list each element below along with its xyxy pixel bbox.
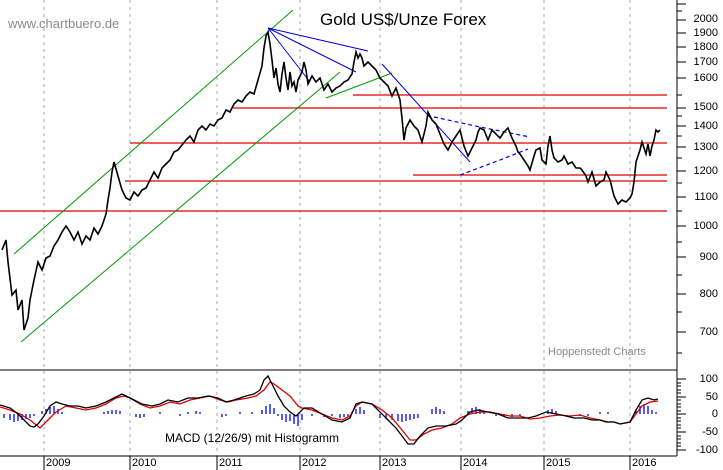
macd-label: MACD (12/26/9) mit Histogramm — [165, 431, 340, 445]
price-tick-label: 1800 — [693, 41, 718, 53]
support-resistance-lines — [0, 94, 667, 212]
year-gridlines — [43, 0, 631, 456]
year-label: 2015 — [546, 457, 571, 469]
year-label: 2011 — [219, 457, 243, 469]
price-tick-label: 2000 — [693, 13, 718, 25]
macd-signal-line — [0, 381, 659, 441]
price-tick-label: 1000 — [693, 220, 718, 232]
price-tick-label: 800 — [699, 288, 718, 300]
price-tick-label: 1700 — [693, 56, 718, 68]
price-line — [1, 29, 661, 331]
year-label: 2016 — [632, 457, 657, 469]
macd-tick-label: 50 — [705, 391, 718, 403]
price-tick-label: 1500 — [693, 101, 718, 113]
macd-tick-label: -100 — [695, 444, 718, 456]
watermark: www.chartbuero.de — [8, 16, 120, 31]
macd-tick-label: 0 — [711, 408, 718, 420]
year-label: 2014 — [463, 457, 488, 469]
year-label: 2009 — [46, 457, 71, 469]
price-axis-ticks — [677, 3, 686, 354]
year-label: 2010 — [132, 457, 157, 469]
downtrend-lines — [267, 27, 471, 163]
price-tick-label: 1600 — [693, 72, 718, 84]
price-tick-label: 1200 — [693, 165, 718, 177]
macd-line — [0, 374, 659, 445]
triangle-pattern — [433, 116, 531, 176]
year-ticks — [43, 456, 631, 470]
price-tick-label: 1100 — [694, 191, 718, 203]
macd-axis-ticks — [677, 378, 686, 451]
price-tick-label: 1900 — [693, 27, 718, 39]
price-tick-label: 900 — [699, 251, 718, 263]
uptrend-channel — [13, 9, 393, 343]
macd-tick-label: 100 — [699, 373, 718, 385]
price-tick-label: 1400 — [693, 120, 718, 132]
year-label: 2013 — [382, 457, 407, 469]
macd-tick-label: -50 — [702, 426, 718, 438]
chart-title: Gold US$/Unze Forex — [320, 10, 487, 29]
price-tick-label: 1300 — [693, 141, 718, 153]
year-label: 2012 — [302, 457, 327, 469]
credit-label: Hoppenstedt Charts — [548, 346, 646, 358]
price-tick-label: 700 — [699, 326, 718, 338]
